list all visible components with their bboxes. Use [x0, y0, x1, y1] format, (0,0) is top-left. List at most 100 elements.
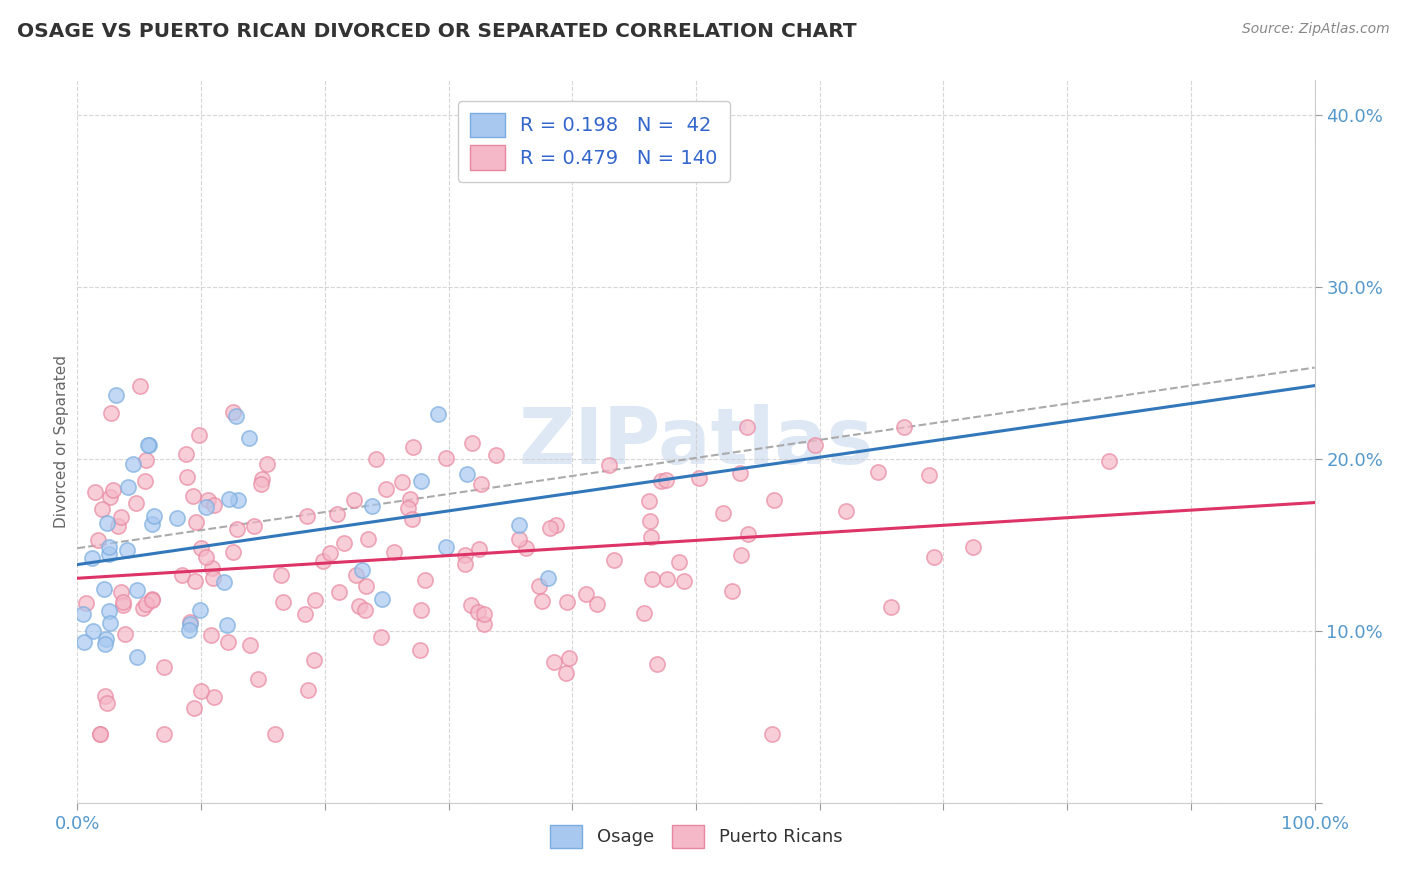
Point	[87, 533, 110, 547]
Point	[107, 519, 129, 533]
Point	[344, 567, 367, 582]
Point	[454, 557, 477, 571]
Point	[98, 490, 121, 504]
Point	[485, 448, 508, 462]
Point	[97, 541, 120, 555]
Point	[366, 452, 388, 467]
Point	[409, 642, 432, 657]
Point	[94, 638, 117, 652]
Point	[645, 657, 668, 672]
Point	[179, 616, 201, 631]
Point	[194, 500, 217, 514]
Point	[343, 493, 366, 508]
Point	[176, 469, 198, 483]
Point	[546, 518, 568, 533]
Point	[117, 480, 139, 494]
Point	[201, 571, 224, 585]
Point	[735, 420, 758, 434]
Point	[730, 549, 752, 563]
Text: ZIPatlas: ZIPatlas	[519, 403, 873, 480]
Point	[721, 584, 744, 599]
Point	[326, 507, 349, 521]
Point	[456, 467, 478, 482]
Point	[382, 545, 405, 559]
Point	[302, 653, 325, 667]
Point	[413, 573, 436, 587]
Text: OSAGE VS PUERTO RICAN DIVORCED OR SEPARATED CORRELATION CHART: OSAGE VS PUERTO RICAN DIVORCED OR SEPARA…	[17, 22, 856, 41]
Point	[640, 530, 662, 544]
Point	[294, 607, 316, 621]
Point	[835, 504, 858, 518]
Point	[411, 603, 433, 617]
Point	[370, 630, 392, 644]
Point	[640, 572, 662, 586]
Point	[114, 626, 136, 640]
Point	[347, 599, 370, 614]
Point	[328, 585, 350, 599]
Point	[136, 437, 159, 451]
Point	[190, 684, 212, 698]
Point	[880, 599, 903, 614]
Point	[598, 458, 620, 473]
Point	[84, 485, 107, 500]
Point	[361, 499, 384, 513]
Point	[143, 509, 166, 524]
Point	[125, 496, 148, 510]
Point	[105, 388, 128, 402]
Point	[90, 502, 112, 516]
Point	[271, 595, 294, 609]
Point	[174, 447, 197, 461]
Point	[470, 477, 492, 491]
Point	[557, 650, 579, 665]
Point	[655, 572, 678, 586]
Point	[672, 574, 695, 588]
Point	[354, 603, 377, 617]
Point	[238, 431, 260, 445]
Point	[201, 561, 224, 575]
Point	[893, 419, 915, 434]
Point	[94, 689, 117, 703]
Point	[128, 379, 150, 393]
Point	[586, 597, 609, 611]
Point	[468, 541, 491, 556]
Point	[218, 491, 240, 506]
Point	[375, 482, 398, 496]
Point	[188, 428, 211, 442]
Point	[98, 615, 121, 630]
Point	[217, 634, 239, 648]
Point	[101, 483, 124, 498]
Point	[411, 474, 433, 488]
Point	[110, 585, 132, 599]
Point	[215, 617, 238, 632]
Point	[98, 547, 121, 561]
Point	[152, 727, 174, 741]
Point	[75, 596, 97, 610]
Point	[190, 541, 212, 556]
Point	[453, 548, 475, 562]
Point	[250, 477, 273, 491]
Point	[188, 603, 211, 617]
Point	[737, 526, 759, 541]
Point	[138, 438, 160, 452]
Point	[399, 491, 422, 506]
Point	[295, 509, 318, 524]
Point	[538, 521, 561, 535]
Point	[226, 522, 249, 536]
Point	[319, 546, 342, 560]
Point	[638, 514, 661, 528]
Point	[184, 574, 207, 588]
Point	[177, 624, 200, 638]
Point	[668, 555, 690, 569]
Point	[654, 473, 676, 487]
Point	[472, 616, 495, 631]
Point	[602, 553, 624, 567]
Point	[508, 518, 530, 533]
Point	[804, 438, 827, 452]
Point	[121, 457, 143, 471]
Point	[866, 465, 889, 479]
Point	[111, 599, 134, 613]
Legend: Osage, Puerto Ricans: Osage, Puerto Ricans	[543, 818, 849, 855]
Point	[527, 579, 550, 593]
Point	[761, 727, 783, 741]
Point	[530, 593, 553, 607]
